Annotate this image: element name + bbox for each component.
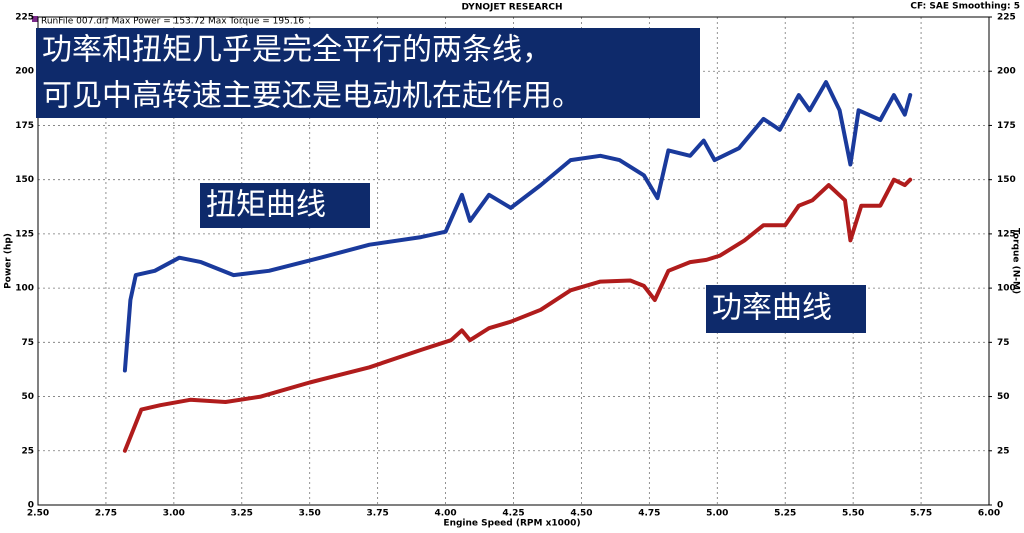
y2-tick-label: 0 [997, 501, 1003, 511]
y-tick-label: 150 [15, 175, 34, 185]
y2-tick-label: 75 [997, 338, 1010, 348]
x-tick-label: 4.00 [434, 509, 456, 519]
y2-tick-label: 200 [997, 67, 1016, 77]
y-axis-label: Power (hp) [4, 233, 14, 289]
y2-tick-label: 150 [997, 175, 1016, 185]
x-tick-label: 3.25 [231, 509, 253, 519]
annotation: 功率和扭矩几乎是完全平行的两条线， [42, 33, 552, 68]
series-line [122, 80, 913, 373]
x-tick-label: 5.00 [706, 509, 728, 519]
series-line [122, 177, 913, 453]
x-tick-label: 4.50 [570, 509, 592, 519]
y-tick-label: 50 [21, 392, 34, 402]
y2-tick-label: 175 [997, 121, 1016, 131]
y2-tick-label: 100 [997, 284, 1016, 294]
x-tick-label: 3.50 [299, 509, 321, 519]
legend-marker [32, 16, 38, 22]
settings-label: CF: SAE Smoothing: 5 [910, 2, 1020, 12]
y-tick-label: 200 [15, 67, 34, 77]
annotation-box [200, 183, 370, 228]
y2-tick-label: 50 [997, 392, 1010, 402]
annotation: 功率曲线 [712, 291, 832, 326]
x-tick-label: 2.50 [27, 509, 49, 519]
y-tick-label: 125 [15, 229, 34, 239]
y2-tick-label: 25 [997, 446, 1010, 456]
x-tick-label: 3.00 [163, 509, 185, 519]
y-tick-label: 0 [28, 501, 34, 511]
x-tick-label: 4.25 [502, 509, 524, 519]
x-tick-label: 3.75 [367, 509, 389, 519]
y-tick-label: 100 [15, 284, 34, 294]
x-tick-label: 5.50 [842, 509, 864, 519]
x-tick-label: 4.75 [638, 509, 660, 519]
chart-title: DYNOJET RESEARCH [461, 3, 562, 13]
y-tick-label: 175 [15, 121, 34, 131]
x-tick-label: 5.75 [910, 509, 932, 519]
plot-area: 2.50 2.75 3.00 3.25 3.50 3.75 4.00 4.25 4.50 4.75… [15, 13, 1016, 519]
y-tick-label: 25 [21, 446, 34, 456]
y2-axis-label: Torque (N-M) [1011, 228, 1021, 294]
plot-frame [37, 16, 990, 506]
annotation-box [36, 28, 700, 118]
chart-subtitle: RunFile 007.drf Max Power = 153.72 Max T… [41, 17, 304, 27]
x-tick-label: 6.00 [978, 509, 1000, 519]
x-tick-label: 2.75 [95, 509, 117, 519]
y-tick-label: 225 [15, 13, 34, 23]
y-tick-label: 75 [21, 338, 34, 348]
y2-tick-label: 125 [997, 229, 1016, 239]
y2-tick-label: 225 [997, 13, 1016, 23]
x-tick-label: 5.25 [774, 509, 796, 519]
annotation: 扭矩曲线 [206, 188, 326, 223]
annotation-box [706, 285, 866, 333]
annotation: 可见中高转速主要还是电动机在起作用。 [42, 79, 582, 114]
x-axis-label: Engine Speed (RPM x1000) [443, 519, 580, 529]
